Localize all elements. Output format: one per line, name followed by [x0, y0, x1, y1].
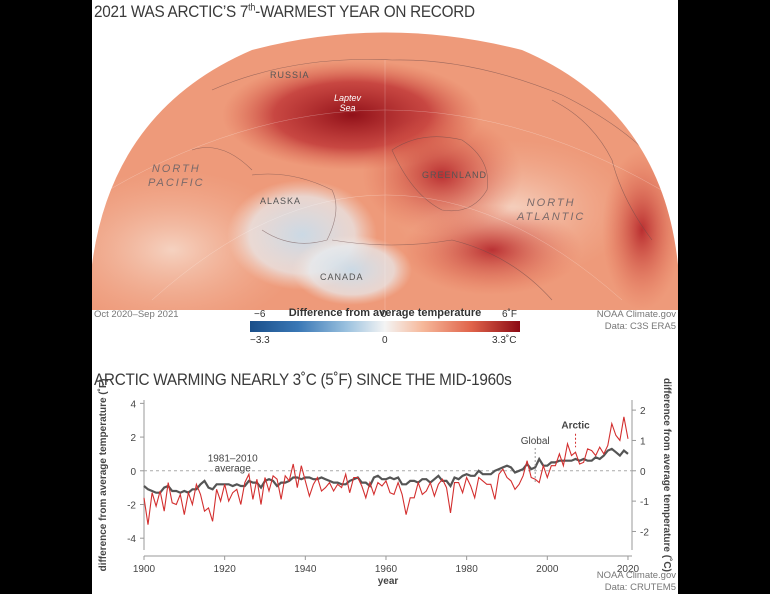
x-tick-label: 2000 — [536, 564, 559, 575]
chart-credit: NOAA Climate.gov — [596, 570, 676, 581]
map-credit: NOAA Climate.gov — [596, 309, 676, 320]
baseline-label-line2: average — [215, 464, 252, 475]
y-axis-right-title: difference from average temperature (˚C) — [661, 378, 673, 572]
arctic-anomaly-map — [92, 32, 678, 310]
legend-f-mid: 0 — [381, 309, 387, 320]
y-right-tick-label: 2 — [640, 406, 646, 417]
label-canada: CANADA — [320, 272, 364, 282]
y-axis-left-ticks: -4 -2 0 2 4 — [127, 399, 144, 545]
y-right-tick-label: 0 — [640, 467, 646, 478]
y-left-tick-label: -4 — [127, 534, 136, 545]
legend-c-min: −3.3 — [250, 335, 270, 346]
legend-c-max: 3.3˚C — [492, 335, 517, 346]
map-title: 2021 WAS ARCTIC’S 7th-WARMEST YEAR ON RE… — [94, 2, 475, 21]
label-laptev-sea: Laptev Sea — [334, 93, 362, 113]
chart-grid — [143, 400, 633, 557]
y-right-tick-label: 1 — [640, 436, 646, 447]
label-greenland: GREENLAND — [422, 170, 488, 180]
y-axis-left-title: difference from average temperature (˚F) — [97, 379, 109, 572]
x-tick-label: 1920 — [214, 564, 237, 575]
legend-title: Difference from average temperature — [288, 307, 482, 319]
x-tick-label: 1980 — [456, 564, 479, 575]
label-russia: RUSSIA — [270, 70, 310, 80]
y-right-tick-label: -2 — [640, 527, 649, 538]
y-left-tick-label: 2 — [130, 433, 136, 444]
y-axis-right-ticks: -2 -1 0 1 2 — [632, 406, 649, 538]
x-tick-label: 1960 — [375, 564, 398, 575]
legend-colorbar — [250, 321, 520, 332]
baseline-label-line1: 1981–2010 — [208, 454, 258, 465]
legend-c-mid: 0 — [382, 335, 388, 346]
series-line-arctic — [143, 416, 629, 525]
x-tick-label: 1940 — [294, 564, 317, 575]
chart-data-source: Data: CRUTEM5 — [604, 582, 676, 593]
y-left-tick-label: 4 — [130, 399, 136, 410]
y-right-tick-label: -1 — [640, 497, 649, 508]
label-north-atlantic: NORTH ATLANTIC — [517, 197, 586, 223]
x-tick-label: 2020 — [617, 564, 640, 575]
temperature-line-chart: 1981–2010 average 1900 1920 1940 1960 1980 20… — [97, 378, 673, 587]
legend-f-max: 6˚F — [502, 309, 517, 320]
map-data-source: Data: C3S ERA5 — [604, 321, 676, 332]
label-north-pacific: NORTH PACIFIC — [148, 163, 205, 189]
x-axis-ticks: 1900 1920 1940 1960 1980 2000 2020 — [133, 556, 640, 575]
x-axis-title: year — [378, 576, 399, 587]
infographic: 2021 WAS ARCTIC’S 7th-WARMEST YEAR ON RE… — [92, 0, 678, 594]
y-left-tick-label: 0 — [130, 467, 136, 478]
y-left-tick-label: -2 — [127, 500, 136, 511]
series-label-arctic: Arctic — [561, 421, 590, 432]
series-label-global: Global — [521, 436, 550, 447]
label-alaska: ALASKA — [260, 196, 302, 206]
x-tick-label: 1900 — [133, 564, 156, 575]
map-period: Oct 2020–Sep 2021 — [94, 309, 179, 320]
legend-f-min: −6 — [254, 309, 266, 320]
chart-title: ARCTIC WARMING NEARLY 3˚C (5˚F) SINCE TH… — [94, 370, 512, 389]
